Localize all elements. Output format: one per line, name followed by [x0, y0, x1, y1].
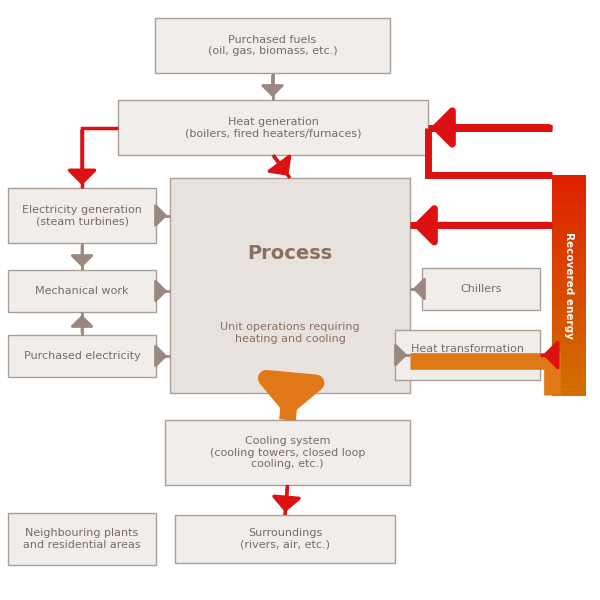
FancyBboxPatch shape — [155, 18, 390, 73]
Bar — [552, 347, 586, 352]
Text: Neighbouring plants
and residential areas: Neighbouring plants and residential area… — [23, 528, 141, 550]
Bar — [552, 197, 586, 201]
FancyBboxPatch shape — [422, 268, 540, 310]
FancyBboxPatch shape — [118, 100, 428, 155]
Bar — [552, 205, 586, 208]
Bar — [552, 380, 586, 385]
Bar — [552, 365, 586, 370]
Text: Cooling system
(cooling towers, closed loop
cooling, etc.): Cooling system (cooling towers, closed l… — [210, 436, 365, 469]
Bar — [552, 212, 586, 216]
Bar — [552, 373, 586, 377]
Bar — [552, 314, 586, 319]
Bar — [552, 226, 586, 230]
Text: Heat generation
(boilers, fired heaters/furnaces): Heat generation (boilers, fired heaters/… — [185, 116, 361, 138]
Bar — [552, 384, 586, 388]
Bar — [552, 215, 586, 220]
Bar — [552, 340, 586, 344]
Bar — [552, 318, 586, 322]
FancyBboxPatch shape — [395, 330, 540, 380]
Bar — [552, 230, 586, 234]
Text: Unit operations requiring
heating and cooling: Unit operations requiring heating and co… — [220, 322, 360, 344]
Bar — [552, 337, 586, 340]
FancyBboxPatch shape — [165, 420, 410, 485]
Text: Chillers: Chillers — [460, 284, 502, 294]
Bar — [552, 278, 586, 282]
Bar — [552, 252, 586, 256]
Bar — [552, 245, 586, 249]
Bar — [552, 344, 586, 348]
Bar — [552, 299, 586, 304]
Bar — [552, 351, 586, 355]
Bar — [552, 358, 586, 362]
Bar — [552, 362, 586, 366]
FancyBboxPatch shape — [8, 513, 156, 565]
Bar — [552, 208, 586, 212]
Bar — [552, 274, 586, 278]
Bar — [552, 238, 586, 241]
Bar — [552, 190, 586, 194]
Bar — [552, 219, 586, 223]
Bar — [552, 175, 586, 179]
Bar — [552, 296, 586, 300]
Bar — [552, 256, 586, 260]
Bar — [552, 193, 586, 197]
Text: Purchased electricity: Purchased electricity — [23, 351, 140, 361]
Text: Electricity generation
(steam turbines): Electricity generation (steam turbines) — [22, 205, 142, 226]
Bar — [552, 355, 586, 359]
Text: Process: Process — [247, 244, 332, 263]
Bar — [552, 304, 586, 307]
Text: Heat transformation
systems (ORC, etc.): Heat transformation systems (ORC, etc.) — [411, 344, 524, 366]
Bar — [552, 186, 586, 190]
Bar — [552, 182, 586, 187]
Bar — [552, 200, 586, 205]
Bar — [552, 289, 586, 293]
Bar — [552, 233, 586, 238]
Bar — [552, 263, 586, 267]
Bar — [552, 370, 586, 373]
Bar — [552, 292, 586, 296]
Text: Surroundings
(rivers, air, etc.): Surroundings (rivers, air, etc.) — [240, 528, 330, 550]
Bar — [552, 329, 586, 333]
Bar — [552, 307, 586, 311]
Bar — [552, 322, 586, 326]
Bar — [552, 311, 586, 315]
Bar — [552, 223, 586, 227]
FancyBboxPatch shape — [170, 178, 410, 393]
Bar — [552, 285, 586, 289]
Text: Mechanical work: Mechanical work — [35, 286, 129, 296]
Text: Recovered energy: Recovered energy — [564, 232, 574, 338]
FancyBboxPatch shape — [8, 188, 156, 243]
Bar — [552, 266, 586, 271]
Bar — [552, 241, 586, 245]
Bar — [552, 248, 586, 253]
Bar — [552, 391, 586, 395]
FancyBboxPatch shape — [175, 515, 395, 563]
FancyBboxPatch shape — [8, 335, 156, 377]
FancyBboxPatch shape — [8, 270, 156, 312]
Bar — [552, 332, 586, 337]
Bar — [552, 259, 586, 263]
Bar — [552, 388, 586, 392]
Bar — [552, 179, 586, 183]
Text: Purchased fuels
(oil, gas, biomass, etc.): Purchased fuels (oil, gas, biomass, etc.… — [208, 35, 337, 56]
Bar — [552, 281, 586, 286]
Bar — [552, 325, 586, 329]
Bar — [552, 271, 586, 275]
Bar — [552, 377, 586, 381]
